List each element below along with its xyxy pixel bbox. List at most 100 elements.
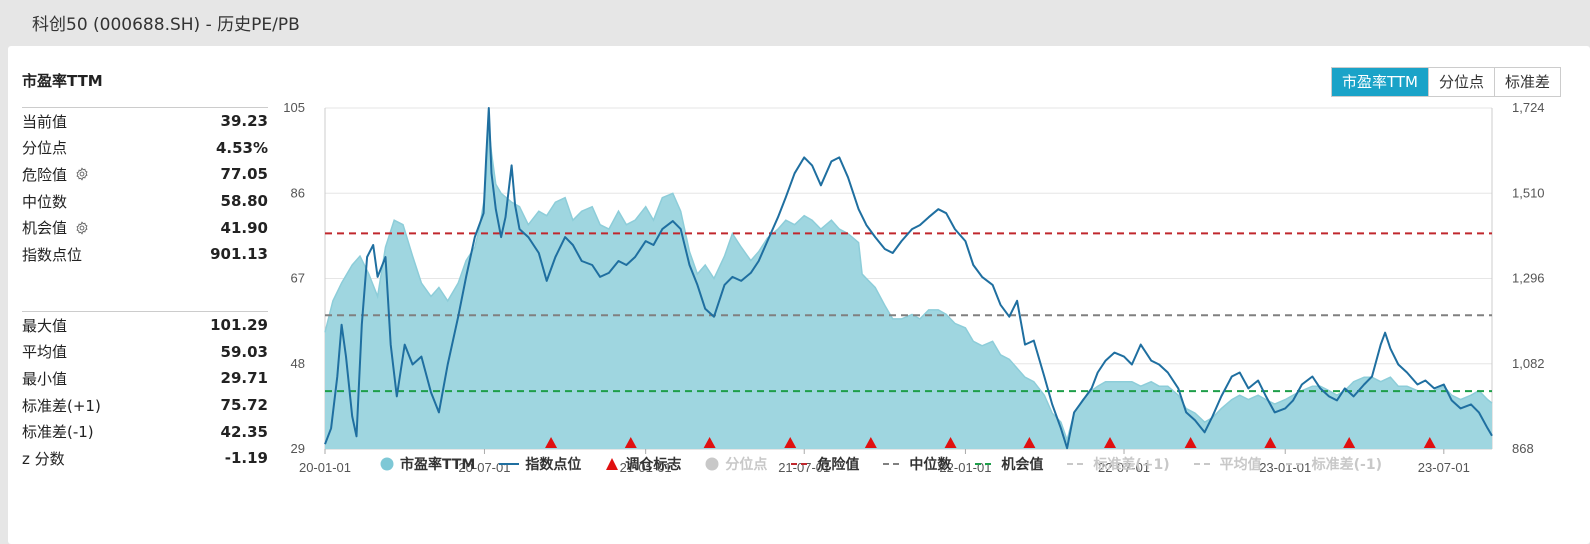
rebalance-marker [703,437,716,448]
stat-value: 77.05 [220,165,268,184]
stat-value: 42.35 [220,422,268,441]
stat-label: 最大值 [22,316,68,335]
chart-legend: 市盈率TTM 指数点位 调仓标志 分位点 危险值 中位数 机会值 标准差(+1)… [380,454,1406,474]
stat-label: 分位点 [22,139,68,158]
stat-value: 39.23 [220,112,268,131]
legend-item-opportunity[interactable]: 机会值 [975,454,1043,474]
x-tick-label: 21-07-01 [778,460,830,475]
stat-label: 标准差(-1) [22,423,94,442]
y-right-tick-label: 1,510 [1512,185,1545,200]
legend-label: 机会值 [1001,457,1044,473]
x-tick-label: 21-01-01 [620,460,672,475]
stat-label: 指数点位 [22,245,83,264]
gear-icon[interactable] [75,221,89,235]
stat-value: 59.03 [220,342,268,361]
stats-secondary: 最大值 101.29 平均值 59.03 最小值 29.71 标准差(+1) 7… [22,311,268,472]
legend-label: 标准差(+1) [1093,457,1170,473]
stat-value: 4.53% [215,138,268,157]
legend-item-danger[interactable]: 危险值 [791,454,859,474]
rebalance-marker [1423,437,1436,448]
rebalance-marker [624,437,637,448]
tab-pe-ttm[interactable]: 市盈率TTM [1332,68,1430,96]
rebalance-marker [944,437,957,448]
legend-item-std-minus[interactable]: 标准差(-1) [1285,454,1382,474]
legend-line-symbol [499,463,520,465]
x-tick-label: 20-07-01 [458,460,510,475]
index-line-series [324,107,1493,450]
stat-value: 58.80 [220,192,268,211]
rebalance-marker [1343,437,1356,448]
stat-row-max: 最大值 101.29 [22,312,268,339]
rebalance-marker [864,437,877,448]
legend-item-mean[interactable]: 平均值 [1193,454,1262,474]
rebalance-marker [1184,437,1197,448]
legend-item-index[interactable]: 指数点位 [499,454,581,474]
legend-label: 调仓标志 [625,457,682,473]
y-left-tick-label: 29 [291,441,305,456]
stat-label: z 分数 [22,449,65,468]
legend-item-rebalance[interactable]: 调仓标志 [605,454,681,474]
stat-value: 29.71 [220,369,268,388]
legend-label: 中位数 [909,457,952,473]
legend-circle-symbol [705,457,719,471]
stat-label: 最小值 [22,369,68,388]
stat-row-min: 最小值 29.71 [22,365,268,392]
stat-label: 当前值 [22,112,68,131]
y-right-tick-label: 1,724 [1512,100,1545,115]
legend-item-percentile[interactable]: 分位点 [705,454,767,474]
stat-row-index-level: 指数点位 901.13 [22,241,268,268]
y-right-tick-label: 1,082 [1512,356,1545,371]
stat-row-std-minus: 标准差(-1) 42.35 [22,418,268,445]
stat-label: 机会值 [22,219,68,238]
stat-value: 41.90 [220,218,268,237]
legend-item-std-plus[interactable]: 标准差(+1) [1067,454,1170,474]
legend-item-pe[interactable]: 市盈率TTM [380,454,475,474]
stat-row-percentile: 分位点 4.53% [22,135,268,162]
stat-value: 901.13 [210,245,268,264]
stat-label: 危险值 [22,165,68,184]
legend-dash-symbol [883,463,904,465]
legend-label: 市盈率TTM [400,457,476,473]
tab-std-dev[interactable]: 标准差 [1495,68,1562,96]
tab-percentile[interactable]: 分位点 [1429,68,1496,96]
rebalance-marker [1104,437,1117,448]
pe-line-series [324,125,1493,443]
stat-label: 标准差(+1) [22,396,101,415]
rebalance-marker [1023,437,1036,448]
legend-label: 分位点 [725,457,768,473]
rebalance-marker [545,437,558,448]
legend-dash-symbol [1067,463,1088,465]
legend-dash-symbol [975,463,996,465]
stat-label: 中位数 [22,192,68,211]
y-left-tick-label: 67 [291,271,305,286]
legend-label: 标准差(-1) [1311,457,1382,473]
stat-row-std-plus: 标准差(+1) 75.72 [22,392,268,419]
y-left-tick-label: 105 [283,100,305,115]
legend-dash-symbol [1193,463,1214,465]
stat-label: 平均值 [22,343,68,362]
stat-row-mean: 平均值 59.03 [22,339,268,366]
x-tick-label: 20-01-01 [299,460,351,475]
stat-row-zscore: z 分数 -1.19 [22,445,268,472]
legend-triangle-symbol [606,458,619,470]
stat-value: 75.72 [220,396,268,415]
window-titlebar: 科创50 (000688.SH) - 历史PE/PB [0,0,1590,44]
window-title: 科创50 (000688.SH) - 历史PE/PB [32,15,300,35]
stat-row-median: 中位数 58.80 [22,188,268,215]
stat-row-danger: 危险值 77.05 [22,161,268,188]
rebalance-marker [1264,437,1277,448]
rebalance-marker [784,437,797,448]
y-left-tick-label: 48 [291,356,305,371]
legend-label: 指数点位 [525,457,582,473]
legend-item-median[interactable]: 中位数 [883,454,951,474]
legend-label: 平均值 [1219,457,1262,473]
y-right-tick-label: 1,296 [1512,271,1545,286]
stat-value: -1.19 [224,449,268,468]
metric-tabs: 市盈率TTM 分位点 标准差 [1331,67,1590,99]
gear-icon[interactable] [75,167,89,182]
x-tick-label: 23-07-01 [1418,460,1470,475]
stat-row-current: 当前值 39.23 [22,108,268,135]
stats-title: 市盈率TTM [22,72,103,90]
legend-dash-symbol [1285,463,1306,465]
